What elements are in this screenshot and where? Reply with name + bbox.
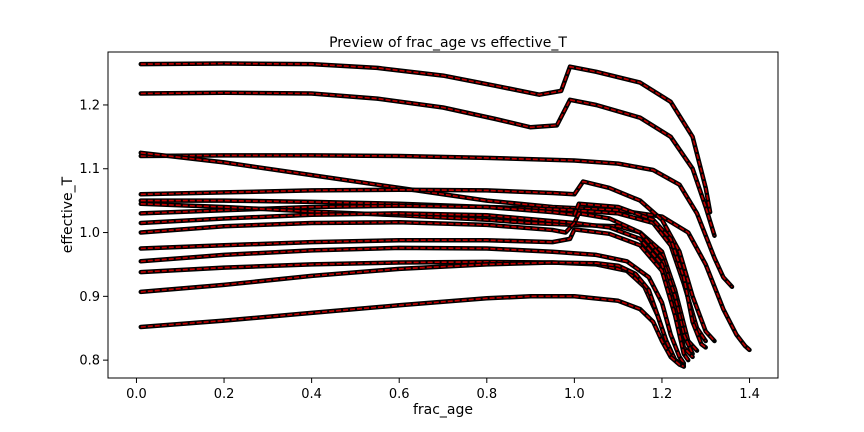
series-1-line	[140, 62, 711, 213]
x-axis-ticks: 0.0 0.2 0.4 0.6 0.8 1.0 1.2 1.4	[126, 378, 760, 402]
series-12-line	[140, 247, 685, 364]
chart-title: Preview of frac_age vs effective_T	[329, 35, 567, 51]
series-15-line	[140, 295, 685, 368]
y-axis-label: effective_T	[60, 176, 76, 253]
x-axis-label: frac_age	[413, 402, 473, 418]
x-tick-label: 0.8	[476, 387, 497, 402]
series-14-markers	[138, 260, 687, 369]
series-1	[138, 61, 713, 215]
series-2	[138, 90, 717, 238]
plot-frame	[107, 51, 779, 379]
x-tick-label: 0.6	[389, 387, 410, 402]
y-tick-label: 1.0	[79, 226, 100, 241]
series-5-line	[140, 180, 716, 342]
series-10	[138, 220, 695, 360]
x-tick-label: 1.4	[739, 387, 760, 402]
series-7-line	[140, 203, 707, 349]
y-tick-label: 0.9	[79, 290, 100, 305]
x-tick-label: 0.2	[214, 387, 235, 402]
y-axis-ticks: 0.8 0.9 1.0 1.1 1.2	[79, 98, 108, 369]
y-tick-label: 1.1	[79, 162, 100, 177]
series-3-line	[140, 154, 733, 288]
series-9	[138, 211, 695, 357]
y-tick-label: 0.8	[79, 354, 100, 369]
series-14-line	[140, 261, 685, 368]
series-13-markers	[138, 259, 687, 368]
series-3	[138, 153, 735, 290]
series-2-line	[140, 92, 716, 236]
series-layer	[138, 61, 752, 369]
series-10-markers	[138, 220, 695, 360]
series-13-line	[140, 261, 685, 366]
x-tick-label: 0.0	[126, 387, 147, 402]
series-15-markers	[138, 294, 687, 369]
series-12	[138, 245, 687, 366]
series-11-line	[140, 228, 689, 361]
series-9-line	[140, 212, 694, 355]
series-13	[138, 259, 687, 368]
series-11	[138, 227, 691, 363]
x-tick-label: 0.4	[301, 387, 322, 402]
series-15	[138, 294, 687, 369]
x-tick-label: 1.2	[652, 387, 673, 402]
series-7	[138, 201, 708, 350]
x-tick-label: 1.0	[564, 387, 585, 402]
series-10-line	[140, 221, 694, 358]
series-14	[138, 260, 687, 369]
y-tick-label: 1.2	[79, 98, 100, 113]
series-5	[138, 179, 717, 344]
